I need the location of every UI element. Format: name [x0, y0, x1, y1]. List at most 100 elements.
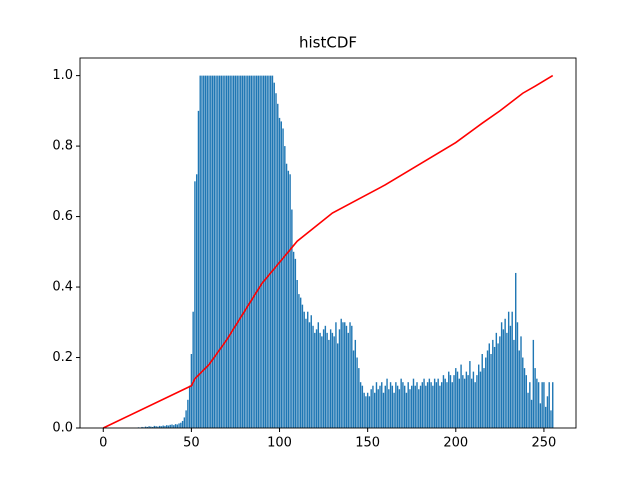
- x-tick-label: 50: [183, 436, 200, 451]
- bar: [502, 329, 505, 428]
- bar: [162, 425, 164, 428]
- bar: [336, 343, 339, 428]
- bar: [499, 336, 501, 428]
- x-tick-label: 250: [532, 436, 557, 451]
- bar: [144, 426, 147, 428]
- bar: [181, 420, 184, 428]
- bar: [395, 382, 397, 428]
- cdf-line: [102, 74, 554, 429]
- bar: [453, 375, 455, 428]
- bar: [232, 75, 235, 428]
- bar: [398, 389, 401, 428]
- bar: [458, 378, 461, 428]
- bar: [506, 332, 508, 428]
- bar: [522, 357, 524, 428]
- bar: [550, 410, 552, 428]
- bar: [492, 339, 494, 428]
- bar: [407, 382, 409, 428]
- bar: [211, 75, 214, 428]
- bar: [448, 371, 450, 428]
- bar: [315, 329, 318, 428]
- bar: [345, 325, 348, 428]
- bar: [180, 422, 182, 428]
- bar: [366, 392, 369, 428]
- bar: [455, 368, 457, 428]
- bar: [530, 399, 533, 428]
- bar: [268, 75, 270, 428]
- bar: [225, 75, 228, 428]
- bar: [405, 392, 408, 428]
- bar: [511, 311, 513, 428]
- bar: [536, 378, 538, 428]
- bar: [509, 325, 512, 428]
- bar: [356, 357, 358, 428]
- bar: [446, 382, 448, 428]
- bar: [192, 311, 194, 428]
- bar: [210, 75, 212, 428]
- bar: [217, 75, 219, 428]
- bar: [166, 425, 168, 428]
- bar: [412, 378, 415, 428]
- bar: [148, 426, 150, 428]
- bar: [254, 75, 256, 428]
- bar: [520, 336, 522, 428]
- bar: [206, 75, 208, 428]
- bar: [344, 322, 346, 428]
- bar: [488, 343, 490, 428]
- bar: [157, 426, 159, 428]
- bar: [527, 392, 529, 428]
- bar: [333, 336, 335, 428]
- bar: [523, 368, 526, 428]
- bar: [317, 322, 320, 428]
- bar: [174, 424, 177, 428]
- bar: [374, 392, 376, 428]
- bar: [326, 332, 328, 428]
- bar: [183, 417, 186, 428]
- bar: [257, 75, 260, 428]
- bar: [529, 382, 531, 428]
- bar: [171, 424, 173, 428]
- bar: [416, 382, 418, 428]
- bar: [381, 382, 383, 428]
- bar: [273, 82, 275, 429]
- bar: [548, 382, 550, 428]
- bar: [525, 375, 527, 428]
- bar: [396, 385, 399, 428]
- bar: [284, 146, 286, 428]
- bar: [197, 110, 200, 428]
- bar: [299, 297, 302, 428]
- y-tick-label: 0.2: [52, 350, 73, 365]
- bar: [218, 75, 221, 428]
- bar: [291, 209, 293, 428]
- bar: [388, 389, 390, 428]
- bar: [176, 424, 179, 428]
- bar: [543, 382, 545, 428]
- bar: [472, 371, 475, 428]
- bar: [500, 322, 503, 428]
- bar: [155, 426, 157, 428]
- bar: [391, 385, 394, 428]
- bar: [289, 174, 291, 428]
- bar: [160, 426, 163, 428]
- bar: [444, 378, 446, 428]
- bar: [338, 329, 341, 428]
- bar: [493, 346, 496, 428]
- bar: [481, 354, 483, 428]
- bar: [435, 382, 438, 428]
- bar: [247, 75, 249, 428]
- bar: [266, 75, 268, 428]
- bar: [190, 354, 193, 428]
- bar: [403, 385, 406, 428]
- bar: [321, 336, 323, 428]
- bar: [507, 311, 510, 428]
- bar: [516, 322, 519, 428]
- bar: [146, 426, 149, 428]
- bar: [546, 396, 549, 428]
- bar: [377, 389, 379, 428]
- bar: [476, 375, 478, 428]
- bar: [153, 425, 156, 428]
- bar: [248, 75, 251, 428]
- bar: [477, 364, 480, 428]
- bar: [541, 382, 543, 428]
- bar: [504, 318, 506, 428]
